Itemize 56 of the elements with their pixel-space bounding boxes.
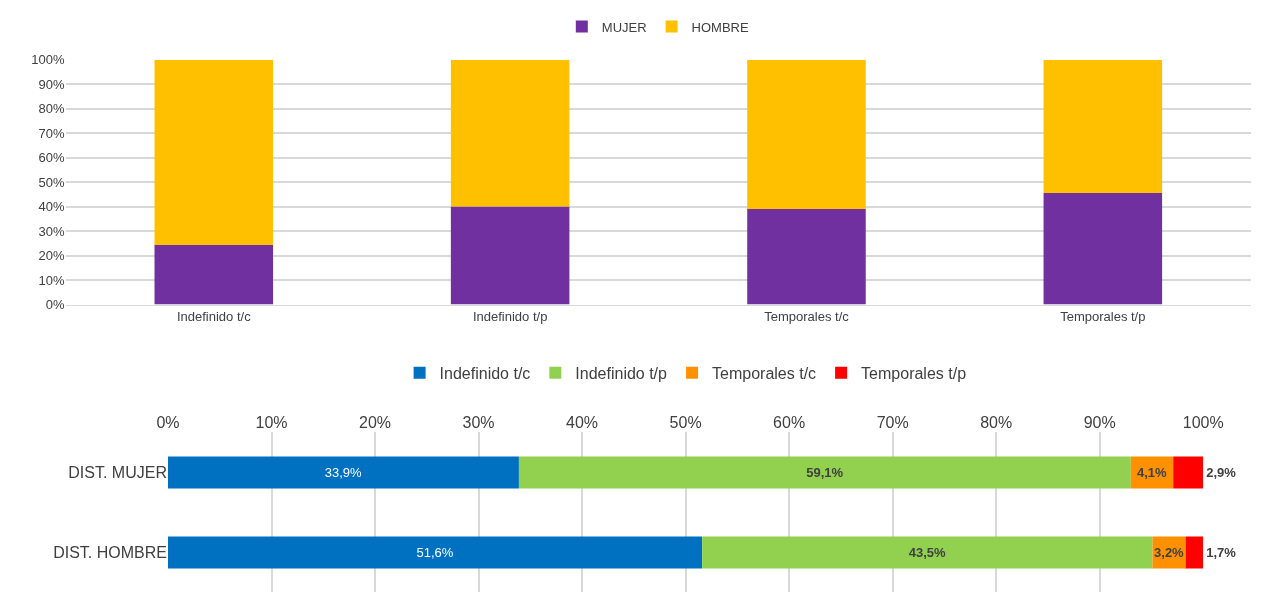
x-tick-label: 40% — [566, 414, 599, 432]
x-tick-label: 50% — [669, 414, 702, 432]
x-tick-label: Indefinido t/p — [472, 309, 548, 325]
bar — [747, 209, 866, 305]
bar — [518, 456, 1131, 489]
x-tick-label: Temporales t/c — [764, 309, 850, 325]
data-label: 43,5% — [908, 544, 946, 560]
legend-label: Temporales t/p — [861, 364, 967, 382]
y-tick-label: 70% — [38, 125, 66, 141]
bar — [1185, 536, 1204, 569]
x-tick-label: Temporales t/p — [1060, 309, 1146, 325]
y-tick-label: 100% — [31, 52, 66, 68]
data-label: 1,7% — [1206, 544, 1237, 560]
bar — [1043, 193, 1163, 305]
y-tick-label: 60% — [38, 150, 66, 166]
x-tick-label: 20% — [359, 414, 392, 432]
bar — [747, 59, 866, 210]
bar — [450, 59, 570, 207]
bar — [450, 206, 570, 305]
bar — [1043, 59, 1163, 194]
data-label: 4,1% — [1136, 464, 1168, 480]
x-tick-label: 0% — [156, 414, 180, 432]
y-tick-label: 20% — [38, 248, 66, 264]
bar — [1173, 456, 1204, 489]
data-label: 2,9% — [1206, 464, 1237, 480]
legend-label: Indefinido t/c — [439, 364, 531, 382]
y-tick-label: 10% — [38, 272, 66, 288]
x-tick-label: 100% — [1182, 414, 1224, 432]
y-tick-label: DIST. MUJER — [68, 464, 167, 482]
y-tick-label: 30% — [38, 223, 66, 239]
x-tick-label: 10% — [255, 414, 288, 432]
data-label: 33,9% — [324, 464, 363, 480]
y-tick-label: 90% — [38, 76, 66, 92]
bar — [167, 456, 519, 489]
y-tick-label: DIST. HOMBRE — [53, 544, 167, 562]
data-label: 51,6% — [416, 544, 454, 560]
legend-label: Indefinido t/p — [575, 364, 668, 382]
bar — [702, 536, 1153, 569]
y-tick-label: 40% — [38, 199, 66, 215]
bar — [167, 536, 703, 569]
data-label: 59,1% — [806, 464, 844, 480]
x-tick-label: 90% — [1083, 414, 1116, 432]
x-tick-label: 80% — [980, 414, 1013, 432]
y-tick-label: 0% — [45, 297, 66, 313]
data-label: 3,2% — [1154, 544, 1185, 560]
legend-label: HOMBRE — [691, 19, 749, 35]
y-tick-label: 50% — [38, 174, 66, 190]
x-tick-label: Indefinido t/c — [176, 309, 252, 325]
x-tick-label: 60% — [773, 414, 806, 432]
legend-label: MUJER — [601, 19, 647, 35]
y-tick-label: 80% — [38, 101, 66, 117]
bar — [154, 245, 274, 305]
legend-label: Temporales t/c — [712, 364, 817, 382]
x-tick-label: 70% — [876, 414, 909, 432]
bar — [154, 59, 274, 245]
x-tick-label: 30% — [462, 414, 495, 432]
